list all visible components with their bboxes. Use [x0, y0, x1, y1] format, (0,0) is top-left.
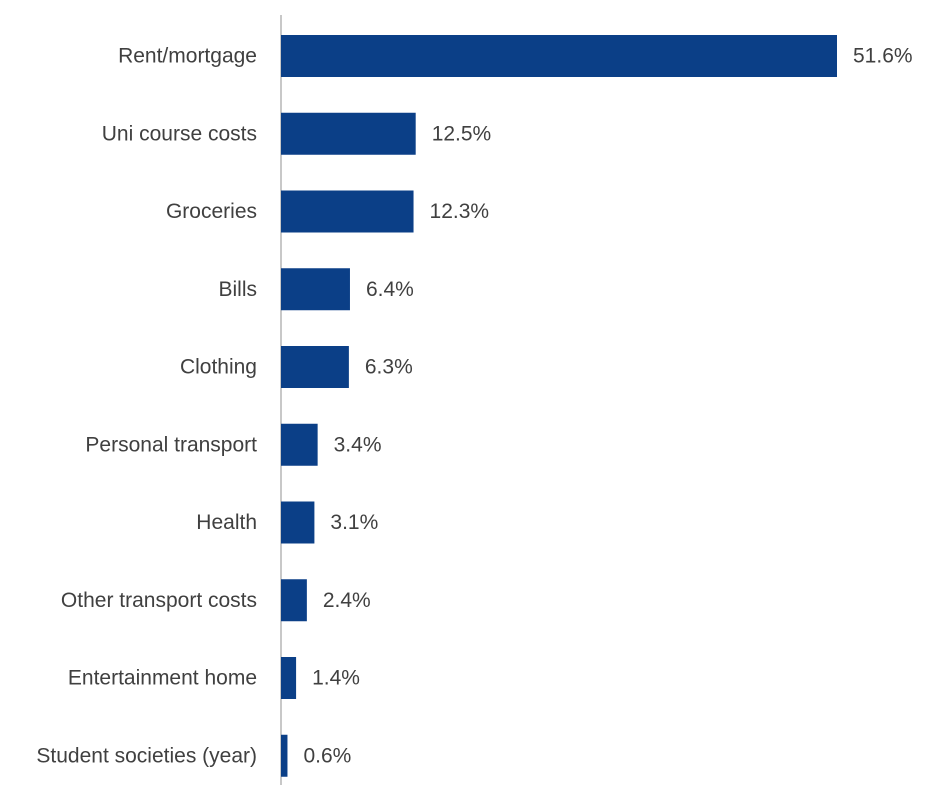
- category-label: Entertainment home: [68, 667, 257, 690]
- bars-group: [281, 35, 837, 777]
- category-label: Other transport costs: [61, 589, 257, 612]
- category-label: Bills: [218, 278, 257, 301]
- bar: [281, 268, 350, 311]
- value-label: 3.4%: [334, 433, 382, 456]
- bar: [281, 657, 297, 699]
- value-label: 3.1%: [330, 511, 378, 534]
- bar: [281, 35, 837, 77]
- value-label: 6.3%: [365, 356, 413, 379]
- value-label: 12.3%: [430, 200, 490, 223]
- value-label: 2.4%: [323, 589, 371, 612]
- category-label: Student societies (year): [36, 744, 257, 767]
- bar: [281, 734, 288, 777]
- category-label: Personal transport: [85, 433, 257, 456]
- value-label: 1.4%: [312, 667, 360, 690]
- bar: [281, 346, 349, 388]
- bar: [281, 423, 318, 466]
- value-label: 0.6%: [303, 744, 351, 767]
- category-label: Groceries: [166, 200, 257, 223]
- bar: [281, 112, 416, 155]
- value-label: 6.4%: [366, 278, 414, 301]
- category-labels-group: Rent/mortgage Uni course costs Groceries Bi…: [36, 45, 257, 768]
- value-label: 51.6%: [853, 45, 913, 68]
- category-label: Uni course costs: [102, 122, 257, 145]
- category-label: Health: [196, 511, 257, 534]
- bar: [281, 190, 414, 233]
- value-label: 12.5%: [432, 122, 492, 145]
- bar: [281, 579, 307, 622]
- category-label: Rent/mortgage: [118, 45, 257, 68]
- bar: [281, 501, 315, 544]
- value-labels-group: 51.6% 12.5% 12.3% 6.4% 6.3% 3.4% 3.1% 2.4% 1.4% 0…: [303, 45, 912, 768]
- category-label: Clothing: [180, 356, 257, 379]
